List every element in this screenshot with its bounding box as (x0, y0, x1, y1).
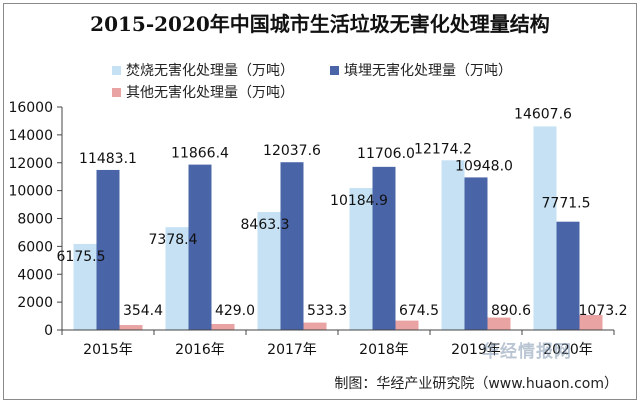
x-tick-label: 2016年 (175, 342, 225, 358)
bar-other (303, 322, 327, 330)
bar-incineration (533, 126, 557, 330)
data-label-landfill: 7771.5 (542, 196, 591, 212)
y-tick-label: 0 (44, 323, 53, 339)
data-label-incineration: 14607.6 (514, 106, 572, 122)
chart-title: 2015-2020年中国城市生活垃圾无害化处理量结构 (90, 12, 550, 36)
data-label-landfill: 10948.0 (455, 158, 513, 174)
x-axis: 2015年 2016年 2017年 2018年 2019年 2020年 (61, 329, 615, 358)
bar-incineration (165, 227, 189, 330)
bar-landfill (280, 162, 304, 330)
data-label-landfill: 11483.1 (79, 151, 137, 167)
bar-other (579, 315, 603, 330)
y-tick-label: 12000 (8, 156, 53, 172)
y-tick-label: 2000 (17, 295, 53, 311)
bar-incineration (441, 160, 465, 330)
bar-other (395, 320, 419, 330)
data-label-landfill: 11866.4 (171, 146, 229, 162)
source-note: 制图：华经产业研究院（www.huaon.com） (334, 376, 618, 392)
bars: 6175.5 7378.4 8463.3 10184.9 12174.2 14607.6 1… (57, 106, 628, 330)
y-tick-label: 10000 (8, 184, 53, 200)
y-axis: 0 2000 4000 6000 8000 10000 12000 14000 16000 (8, 100, 63, 339)
y-tick-label: 14000 (8, 128, 53, 144)
bar-incineration (73, 243, 97, 330)
bar-other (119, 325, 143, 330)
bar-landfill (188, 164, 212, 330)
bar-landfill (464, 177, 488, 330)
data-label-other: 429.0 (215, 303, 255, 319)
x-tick-label: 2018年 (359, 342, 409, 358)
bar-landfill (96, 169, 120, 330)
legend-item-other: 其他无害化处理量（万吨） (112, 82, 294, 102)
y-tick-label: 6000 (17, 239, 53, 255)
data-label-landfill: 12037.6 (263, 143, 321, 159)
y-tick-label: 4000 (17, 267, 53, 283)
bar-landfill (556, 221, 580, 330)
data-label-landfill: 11706.0 (357, 146, 415, 162)
legend-item-incineration: 焚烧无害化处理量（万吨） (112, 60, 294, 80)
legend-swatch-landfill (330, 66, 339, 75)
data-label-incineration: 12174.2 (414, 141, 472, 157)
data-label-other: 674.5 (399, 303, 439, 319)
bar-incineration (257, 212, 281, 330)
data-label-other: 354.4 (123, 303, 163, 319)
legend-label-landfill: 填埋无害化处理量（万吨） (344, 63, 512, 79)
watermark: 华经情报网 (482, 342, 572, 362)
y-tick-label: 16000 (8, 100, 53, 116)
data-label-incineration: 7378.4 (149, 232, 198, 248)
legend-label-incineration: 焚烧无害化处理量（万吨） (126, 63, 294, 79)
bar-other (211, 324, 235, 330)
x-tick-label: 2019年 (451, 342, 501, 358)
y-tick-label: 8000 (17, 212, 53, 228)
legend-label-other: 其他无害化处理量（万吨） (126, 85, 294, 101)
data-label-incineration: 8463.3 (241, 217, 290, 233)
bar-incineration (349, 188, 373, 330)
x-tick-label: 2017年 (267, 342, 317, 358)
data-label-other: 533.3 (307, 303, 347, 319)
data-label-other: 890.6 (491, 303, 531, 319)
legend-item-landfill: 填埋无害化处理量（万吨） (330, 60, 512, 80)
data-label-incineration: 10184.9 (330, 193, 388, 209)
legend-swatch-incineration (112, 66, 121, 75)
legend-swatch-other (112, 88, 121, 97)
data-label-incineration: 6175.5 (57, 249, 106, 265)
data-label-other: 1073.2 (579, 303, 628, 319)
x-tick-label: 2020年 (543, 342, 593, 358)
x-tick-label: 2015年 (83, 342, 133, 358)
bar-landfill (372, 166, 396, 330)
bar-other (487, 317, 511, 330)
